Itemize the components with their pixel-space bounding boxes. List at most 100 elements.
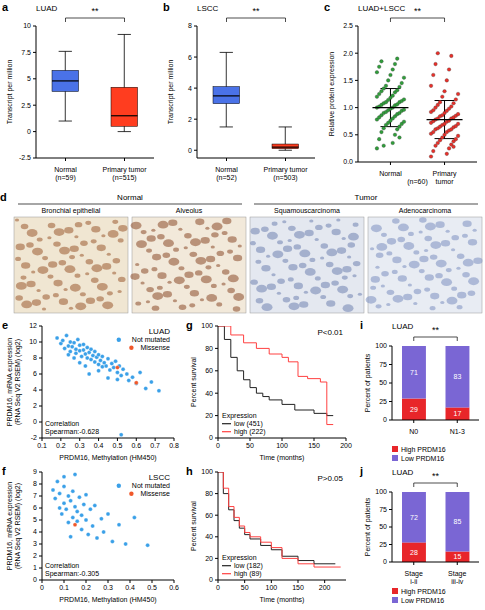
svg-text:0: 0: [383, 416, 387, 423]
svg-text:Primary tumor(n=503): Primary tumor(n=503): [264, 166, 309, 182]
svg-text:6: 6: [33, 370, 37, 377]
svg-text:25: 25: [379, 541, 387, 548]
svg-text:2: 2: [33, 552, 37, 559]
svg-text:Percent survival: Percent survival: [190, 501, 197, 551]
svg-text:50: 50: [379, 523, 387, 530]
svg-text:0.4: 0.4: [94, 442, 104, 449]
svg-text:**: **: [432, 325, 440, 335]
svg-text:10: 10: [29, 338, 37, 345]
svg-text:50: 50: [379, 379, 387, 386]
svg-text:LSCC: LSCC: [197, 4, 219, 13]
svg-text:0.3: 0.3: [75, 442, 85, 449]
svg-text:100: 100: [375, 488, 387, 495]
svg-text:PRDM16, mRNA expression(RNA Se: PRDM16, mRNA expression(RNA Seq V2 RSEM)…: [6, 338, 22, 426]
svg-text:25: 25: [379, 398, 387, 405]
svg-text:4: 4: [33, 528, 37, 535]
svg-text:28: 28: [410, 549, 418, 556]
svg-text:100: 100: [201, 322, 213, 329]
svg-text:83: 83: [454, 373, 462, 380]
svg-text:200: 200: [340, 442, 352, 449]
svg-text:High PRDM16: High PRDM16: [401, 446, 446, 454]
svg-text:Stagei-ii: Stagei-ii: [405, 570, 423, 585]
svg-text:LUAD: LUAD: [392, 322, 414, 331]
svg-text:0.5: 0.5: [343, 131, 353, 138]
svg-text:-2.5: -2.5: [19, 154, 31, 161]
svg-text:4: 4: [33, 386, 37, 393]
svg-text:40: 40: [205, 533, 213, 540]
svg-text:N1-3: N1-3: [450, 428, 465, 435]
svg-text:Tumor: Tumor: [355, 193, 378, 202]
svg-text:12: 12: [29, 322, 37, 329]
svg-text:0.5: 0.5: [147, 584, 157, 591]
svg-text:PRDM16, mRNA expression(RNA Se: PRDM16, mRNA expression(RNA Seq V2 RSEM)…: [6, 482, 22, 570]
svg-text:Adenocarcinoma: Adenocarcinoma: [399, 207, 452, 214]
svg-text:0.2: 0.2: [81, 584, 91, 591]
svg-text:15: 15: [454, 553, 462, 560]
svg-text:Spearman:-0.305: Spearman:-0.305: [45, 570, 99, 578]
svg-text:60: 60: [205, 367, 213, 374]
svg-text:20: 20: [205, 555, 213, 562]
svg-text:Not mutated: Not mutated: [132, 482, 170, 489]
svg-text:6: 6: [188, 54, 192, 61]
svg-text:0: 0: [188, 147, 192, 154]
svg-text:LUAD: LUAD: [149, 327, 171, 336]
svg-text:0.4: 0.4: [125, 584, 135, 591]
svg-text:9: 9: [33, 468, 37, 475]
svg-text:Correlation: Correlation: [45, 420, 79, 427]
svg-text:LUAD+LSCC: LUAD+LSCC: [358, 4, 406, 13]
svg-text:40: 40: [205, 390, 213, 397]
svg-text:85: 85: [454, 518, 462, 525]
svg-text:7.5: 7.5: [21, 49, 31, 56]
svg-text:100: 100: [265, 584, 277, 591]
svg-text:0: 0: [216, 442, 220, 449]
svg-text:29: 29: [410, 406, 418, 413]
svg-text:(n=60): (n=60): [407, 178, 427, 186]
svg-text:1.5: 1.5: [343, 77, 353, 84]
svg-text:Percent of patients: Percent of patients: [364, 497, 372, 556]
svg-text:0: 0: [383, 558, 387, 565]
svg-text:0: 0: [33, 418, 37, 425]
svg-text:10: 10: [23, 22, 31, 29]
svg-text:**: **: [91, 6, 99, 16]
svg-text:Alveolus: Alveolus: [176, 207, 203, 214]
svg-text:Not mutated: Not mutated: [132, 336, 170, 343]
svg-text:0: 0: [209, 434, 213, 441]
svg-text:50: 50: [241, 584, 249, 591]
svg-text:100: 100: [375, 342, 387, 349]
svg-text:Missense: Missense: [140, 344, 170, 351]
svg-text:2.5: 2.5: [343, 22, 353, 29]
svg-text:0: 0: [40, 584, 44, 591]
svg-text:4: 4: [188, 85, 192, 92]
svg-text:High PRDM16: High PRDM16: [401, 588, 446, 596]
svg-text:Normal(n=59): Normal(n=59): [54, 166, 77, 182]
svg-text:72: 72: [410, 514, 418, 521]
svg-text:0: 0: [27, 128, 31, 135]
svg-text:0.6: 0.6: [169, 584, 179, 591]
svg-text:5: 5: [27, 75, 31, 82]
svg-text:Stageiii-iv: Stageiii-iv: [448, 570, 466, 585]
svg-text:Spearman:-0.628: Spearman:-0.628: [45, 428, 99, 436]
svg-text:Relative protein expression: Relative protein expression: [328, 52, 336, 137]
svg-text:Normal(n=52): Normal(n=52): [215, 166, 238, 182]
svg-text:P<0.01: P<0.01: [317, 328, 343, 337]
svg-text:**: **: [252, 6, 260, 16]
svg-text:71: 71: [410, 369, 418, 376]
svg-text:6: 6: [33, 504, 37, 511]
svg-text:Expression: Expression: [222, 412, 257, 420]
svg-text:1.0: 1.0: [343, 104, 353, 111]
svg-text:0.0: 0.0: [343, 158, 353, 165]
svg-text:low (182): low (182): [234, 562, 263, 570]
svg-text:2.5: 2.5: [21, 102, 31, 109]
svg-text:LUAD: LUAD: [36, 4, 58, 13]
svg-text:75: 75: [379, 506, 387, 513]
svg-text:Transcript per million: Transcript per million: [167, 60, 175, 125]
svg-text:P>0.05: P>0.05: [317, 474, 343, 483]
svg-text:150: 150: [308, 442, 320, 449]
svg-text:Percent survival: Percent survival: [190, 357, 197, 407]
svg-text:7: 7: [33, 492, 37, 499]
svg-text:150: 150: [292, 584, 304, 591]
svg-text:100: 100: [201, 468, 213, 475]
svg-text:1: 1: [33, 564, 37, 571]
svg-text:0: 0: [216, 584, 220, 591]
svg-text:2.0: 2.0: [343, 50, 353, 57]
